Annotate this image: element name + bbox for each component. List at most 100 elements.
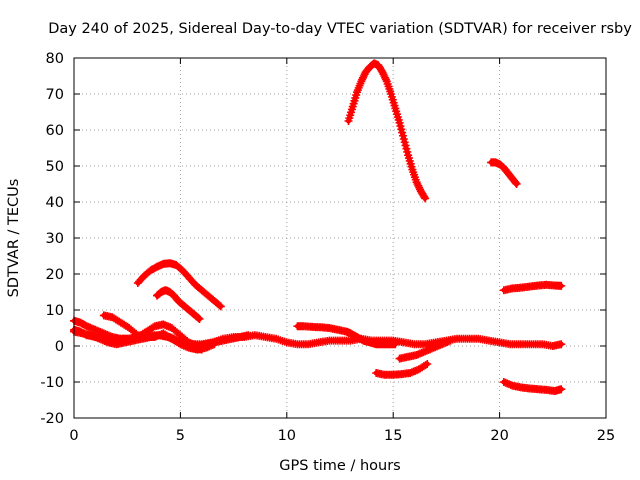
data-point (333, 325, 342, 334)
data-point (348, 102, 357, 111)
data-point (344, 117, 353, 125)
series-track-6 (152, 286, 204, 323)
data-point (165, 288, 174, 296)
data-point (193, 345, 202, 354)
series-track-13 (499, 378, 566, 395)
data-point (210, 297, 219, 305)
y-tick-label: 50 (46, 159, 64, 175)
data-marker (358, 73, 367, 82)
data-point (140, 271, 149, 280)
data-point (174, 297, 183, 305)
data-point (346, 336, 355, 345)
data-point (453, 334, 462, 343)
data-point (167, 324, 176, 332)
data-point (159, 329, 168, 338)
plot-frame (73, 57, 607, 419)
chart-title: Day 240 of 2025, Sidereal Day-to-day VTE… (48, 21, 632, 37)
data-point (557, 385, 566, 394)
data-point (548, 342, 557, 350)
data-point (387, 90, 396, 98)
data-point (446, 336, 455, 345)
y-axis-label: SDTVAR / TECUs (6, 179, 22, 298)
data-point (508, 284, 517, 293)
data-marker (380, 72, 389, 80)
data-point (346, 329, 355, 338)
y-tick-label: 40 (46, 195, 64, 211)
data-point (142, 333, 151, 341)
series-track-4 (99, 311, 219, 354)
series-track-5 (133, 259, 225, 311)
data-point (184, 273, 193, 282)
data-point (372, 369, 381, 377)
data-point (542, 280, 551, 289)
data-marker (379, 70, 388, 79)
data-point (421, 194, 430, 203)
data-point (474, 334, 483, 343)
data-point (495, 160, 504, 169)
data-point (165, 259, 174, 268)
data-point (353, 333, 362, 341)
y-tick-label: 60 (46, 123, 64, 139)
data-point (210, 340, 219, 349)
data-point (191, 280, 200, 289)
data-point (125, 324, 134, 332)
data-point (99, 329, 108, 338)
data-point (87, 331, 96, 340)
data-point (399, 338, 408, 347)
y-tick-label: -10 (40, 375, 64, 391)
data-point (404, 352, 413, 361)
data-point (378, 68, 387, 77)
data-point (308, 322, 317, 331)
data-point (150, 322, 159, 331)
data-point (406, 369, 415, 377)
data-point (421, 347, 430, 356)
series-track-10 (395, 336, 455, 363)
data-point (176, 331, 185, 340)
data-point (423, 360, 432, 368)
data-point (216, 302, 225, 311)
data-point (91, 325, 100, 334)
data-point (325, 324, 334, 332)
data-point (395, 354, 404, 363)
data-point (227, 334, 236, 343)
data-point (506, 340, 515, 349)
data-point (99, 311, 108, 320)
data-point (429, 343, 438, 352)
data-point (293, 340, 302, 349)
data-point (353, 88, 362, 97)
data-point (438, 340, 447, 349)
data-point (218, 336, 227, 345)
data-point (76, 318, 85, 327)
data-point (421, 340, 430, 349)
data-point (282, 338, 291, 347)
series-track-12 (499, 280, 566, 295)
data-marker (413, 180, 422, 188)
y-tick-label: 80 (46, 51, 64, 67)
data-point (201, 343, 210, 352)
data-point (508, 381, 517, 390)
data-point (463, 334, 472, 343)
data-point (550, 387, 559, 395)
data-point (508, 174, 517, 183)
y-tick-label: -20 (40, 411, 64, 427)
data-point (382, 77, 391, 86)
data-point (361, 68, 370, 77)
series-track-11 (487, 158, 521, 188)
data-point (146, 266, 155, 275)
data-point (304, 340, 313, 349)
data-point (108, 333, 117, 341)
data-point (182, 304, 191, 313)
data-point (359, 336, 368, 345)
y-tick-label: 20 (46, 267, 64, 283)
data-point (416, 187, 425, 196)
data-point (314, 338, 323, 347)
data-point (391, 104, 400, 113)
series-track-8 (344, 59, 430, 203)
data-point (395, 118, 404, 127)
data-point (374, 61, 383, 70)
data-point (299, 322, 308, 331)
data-point (499, 378, 508, 386)
data-point (414, 365, 423, 374)
data-point (191, 311, 200, 320)
